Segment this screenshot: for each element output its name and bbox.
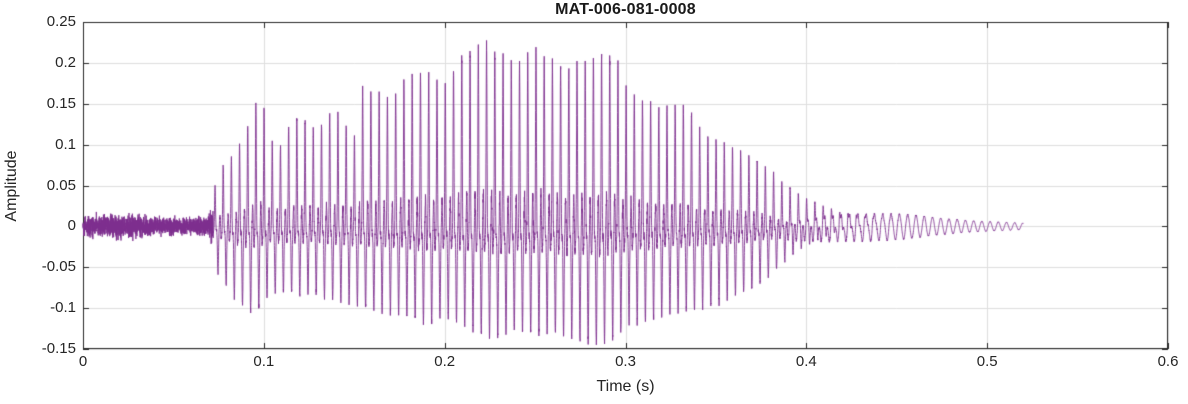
y-tick-label: -0.05 bbox=[41, 258, 76, 276]
x-tick-label: 0.2 bbox=[434, 353, 456, 370]
x-tick-label: 0.4 bbox=[795, 353, 817, 370]
y-tick-label: 0 bbox=[67, 217, 76, 235]
y-tick-label: 0.05 bbox=[46, 176, 76, 194]
x-tick-label: 0.6 bbox=[1157, 353, 1179, 370]
chart-title: MAT-006-081-0008 bbox=[555, 1, 696, 18]
y-tick-label: 0.15 bbox=[46, 94, 76, 112]
y-tick-label: 0.1 bbox=[55, 135, 76, 153]
y-tick-label: 0.25 bbox=[46, 13, 76, 30]
x-tick-label: 0.5 bbox=[976, 353, 998, 370]
x-tick-label: 0.1 bbox=[253, 353, 275, 370]
y-tick-label: -0.1 bbox=[50, 299, 76, 317]
x-tick-label: 0.3 bbox=[615, 353, 636, 370]
x-axis-label: Time (s) bbox=[596, 378, 655, 395]
x-tick-label: 0 bbox=[78, 353, 88, 370]
y-tick-label: 0.2 bbox=[55, 53, 76, 71]
y-tick-label: -0.15 bbox=[41, 340, 76, 357]
